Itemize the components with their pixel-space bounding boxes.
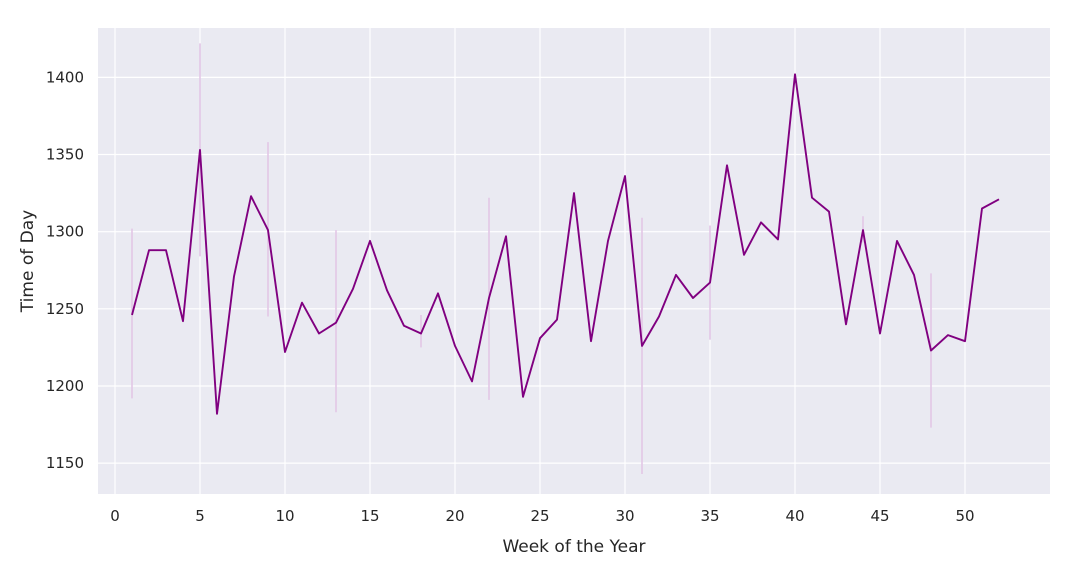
x-tick-label: 30 <box>615 507 634 525</box>
y-tick-label: 1150 <box>46 454 84 472</box>
y-tick-label: 1400 <box>46 68 84 86</box>
x-tick-label: 0 <box>110 507 120 525</box>
y-tick-label: 1200 <box>46 377 84 395</box>
x-tick-label: 40 <box>785 507 804 525</box>
x-tick-label: 50 <box>955 507 974 525</box>
y-axis-label: Time of Day <box>18 210 38 313</box>
x-axis-label: Week of the Year <box>502 537 645 557</box>
y-tick-label: 1250 <box>46 300 84 318</box>
y-tick-label: 1350 <box>46 146 84 164</box>
y-tick-label: 1300 <box>46 223 84 241</box>
x-axis-ticks: 0 5 10 15 20 25 30 35 40 45 50 <box>110 507 974 525</box>
x-tick-label: 20 <box>445 507 464 525</box>
series-line-group <box>131 73 1000 415</box>
grid <box>98 28 1050 494</box>
x-tick-label: 15 <box>360 507 379 525</box>
x-tick-label: 5 <box>195 507 205 525</box>
series-line <box>131 73 1000 415</box>
x-tick-label: 25 <box>530 507 549 525</box>
y-axis-ticks: 1150 1200 1250 1300 1350 1400 <box>46 68 84 472</box>
x-tick-label: 10 <box>275 507 294 525</box>
plot-area <box>98 28 1050 494</box>
x-tick-label: 35 <box>700 507 719 525</box>
x-tick-label: 45 <box>870 507 889 525</box>
